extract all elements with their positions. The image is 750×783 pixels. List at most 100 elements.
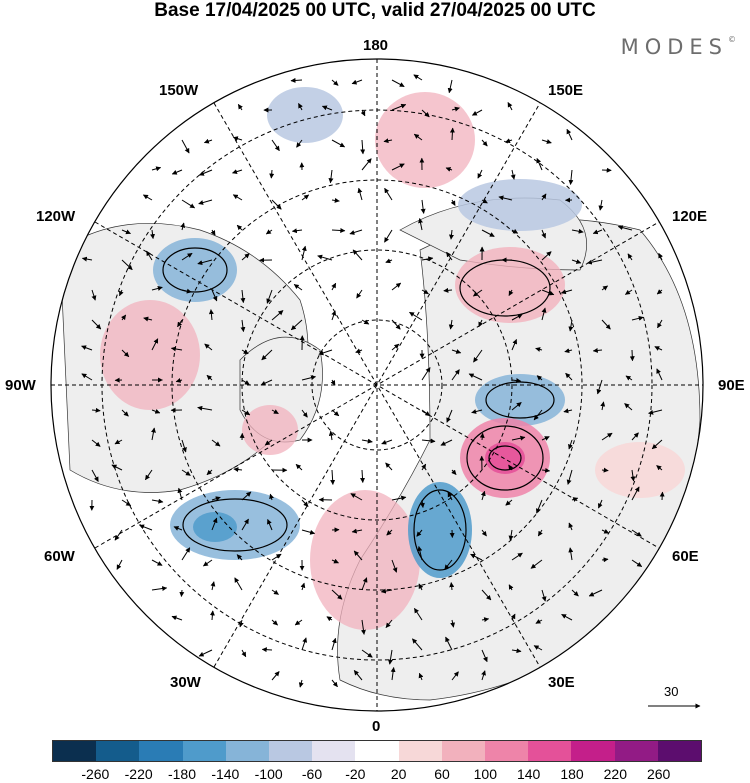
wind-vector-arrow [180,222,186,231]
colorbar [52,740,702,762]
wind-vector-arrow [351,79,363,85]
wind-vector-arrow [507,102,513,111]
wind-vector-arrow [298,679,304,688]
wind-vector-arrow [175,377,183,383]
anomaly-positive-europe [310,490,420,630]
wind-vector-arrow [301,637,308,651]
wind-vector-arrow [91,289,97,301]
colorbar-cell [312,741,356,761]
wind-vector-arrow [541,436,550,441]
wind-vector-arrow [630,469,636,482]
wind-vector-arrow [331,409,340,417]
wind-vector-arrow [291,228,303,234]
wind-vector-arrow [568,319,574,332]
wind-vector-arrow [627,253,633,261]
wind-vector-arrow [236,224,243,231]
wind-vector-arrow [391,495,407,501]
wind-vector-arrow [317,254,333,261]
wind-vector-arrow [385,258,393,264]
wind-vector-arrow [417,546,423,561]
wind-vector-arrow [601,467,609,473]
wind-vector-arrow [151,498,164,504]
colorbar-cell [528,741,572,761]
wind-vector-arrow [601,319,611,330]
wind-vector-arrow [511,313,523,321]
wind-vector-arrow [563,408,573,414]
wind-vector-arrow [412,638,423,651]
wind-vector-arrow [478,319,483,328]
wind-vector-arrow [481,198,488,204]
wind-vector-arrow [449,582,455,591]
anomaly-negative-east-siberia [458,179,582,231]
wind-vector-arrow [571,228,584,234]
wind-vector-arrow [418,583,424,591]
wind-vector-arrow [586,259,603,265]
wind-vectors [81,74,665,688]
colorbar-tick-label: -260 [81,766,110,782]
wind-vector-arrow [209,610,215,621]
wind-vector-arrow [624,289,633,295]
wind-vector-arrow [151,286,163,291]
wind-vector-arrow [510,169,516,180]
wind-vector-arrow [656,368,663,381]
wind-vector-arrow [508,464,514,471]
wind-vector-arrow [328,169,334,184]
wind-vector-arrow [511,378,522,384]
colorbar-cell [139,741,183,761]
wind-vector-arrow [566,469,573,485]
wind-vector-arrow [151,586,168,592]
wind-vector-arrow [139,524,153,531]
wind-vector-arrow [261,647,273,653]
wind-vector-arrow [301,409,308,418]
wind-vector-arrow [565,372,573,381]
wind-vector-arrow [413,74,423,81]
wind-vector-arrow [151,338,159,351]
colorbar-tick-label: -220 [124,766,153,782]
colorbar-tick-label: -20 [345,766,366,782]
wind-vector-arrow [236,554,243,561]
wind-vector-arrow [330,379,336,386]
wind-vector-arrow [420,199,426,214]
colorbar-tick-label: 220 [603,766,628,782]
wind-vector-arrow [151,559,163,566]
wind-vector-arrow [451,469,457,475]
wind-vector-arrow [447,79,453,94]
wind-vector-arrow [295,463,303,471]
wind-vector-arrow [391,103,407,111]
wind-vector-arrow [210,229,216,236]
wind-vector-arrow [331,637,337,651]
wind-vector-arrow [206,374,213,381]
wind-vector-arrow [535,347,543,352]
wind-vector-arrow [473,349,483,363]
wind-vector-arrow [449,229,454,240]
wind-vector-arrow [271,671,280,681]
wind-vector-arrow [150,427,156,441]
wind-vector-arrow [91,469,99,482]
wind-vector-arrow [451,369,460,381]
wind-vector-arrow [241,253,250,261]
wind-vector-arrow [267,519,273,531]
wind-vector-arrow [418,672,424,681]
colorbar-cell [441,741,486,761]
anomaly-positive-core-asia [485,442,525,474]
colorbar-tick-label: -100 [254,766,283,782]
wind-vector-arrow [450,199,456,206]
wind-vector-arrow [498,195,513,201]
anomaly-positive-far-east [595,442,685,498]
wind-vector-arrow [114,439,123,445]
colorbar-tick-label: 60 [434,766,450,782]
wind-vector-arrow [361,577,368,591]
wind-vector-arrow [386,529,393,536]
colorbar-cell [355,741,399,761]
anomaly-positive-siberia [455,247,565,323]
wind-vector-arrow [601,285,609,291]
wind-vector-arrow [537,529,543,537]
wind-vector-arrow [445,636,453,651]
lon-label-90w: 90W [5,377,36,394]
anomaly-positive-west-canada [100,300,200,410]
wind-vector-arrow [481,589,492,601]
wind-vector-arrow [421,256,434,262]
wind-vector-arrow [181,288,192,294]
wind-vector-arrow [471,409,483,414]
